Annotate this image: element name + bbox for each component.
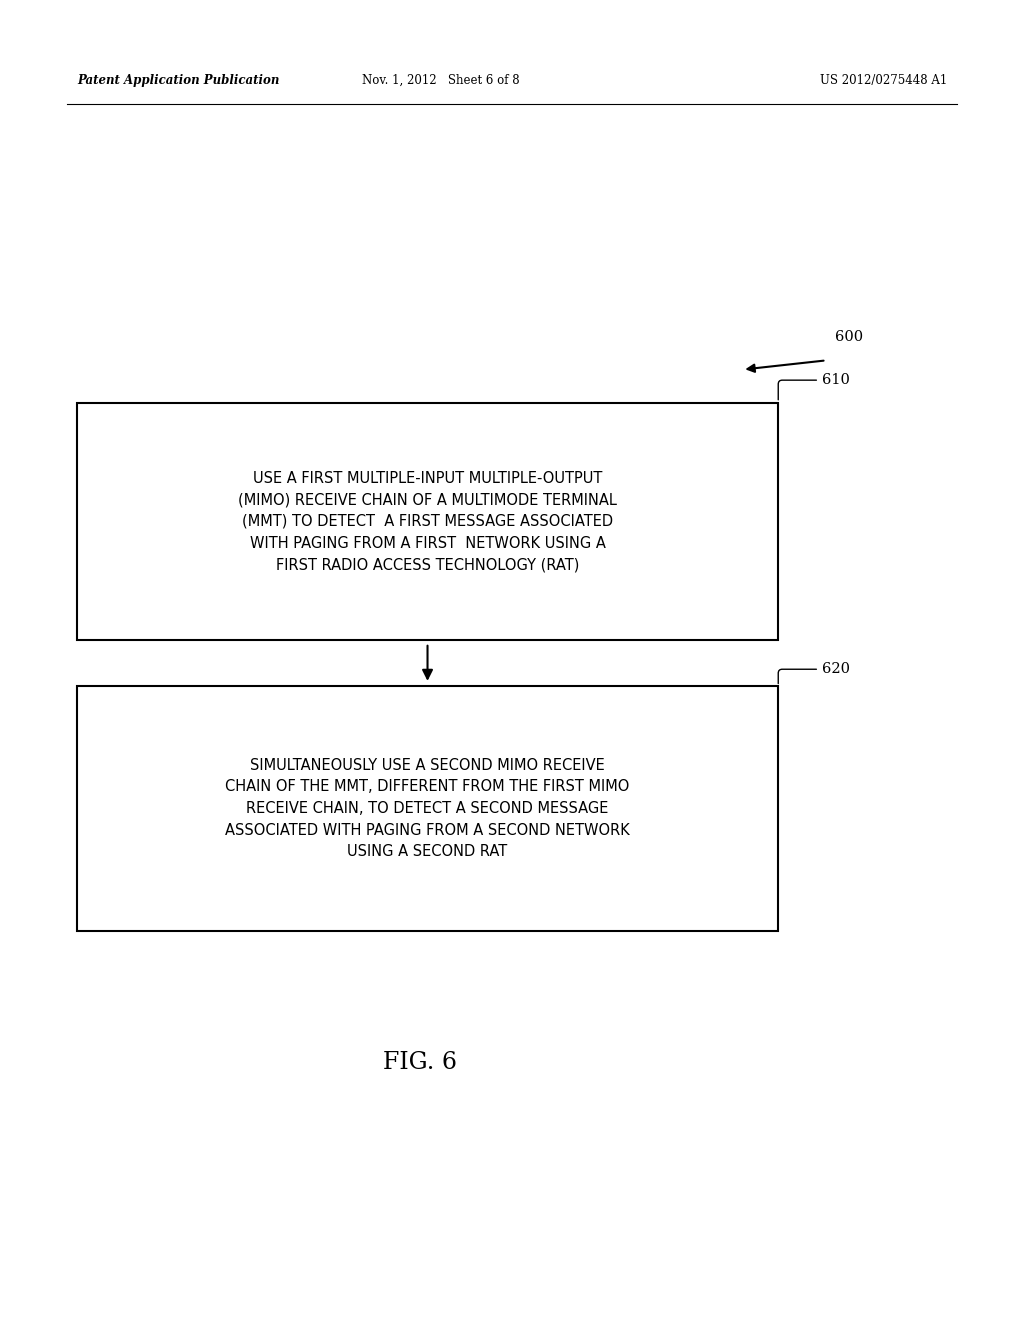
Text: SIMULTANEOUSLY USE A SECOND MIMO RECEIVE
CHAIN OF THE MMT, DIFFERENT FROM THE FI: SIMULTANEOUSLY USE A SECOND MIMO RECEIVE… <box>225 758 630 859</box>
Text: USE A FIRST MULTIPLE-INPUT MULTIPLE-OUTPUT
(MIMO) RECEIVE CHAIN OF A MULTIMODE T: USE A FIRST MULTIPLE-INPUT MULTIPLE-OUTP… <box>239 471 616 572</box>
Text: 600: 600 <box>835 330 862 343</box>
Text: Patent Application Publication: Patent Application Publication <box>77 74 280 87</box>
Text: FIG. 6: FIG. 6 <box>383 1051 457 1074</box>
Text: 610: 610 <box>822 374 850 387</box>
Text: Nov. 1, 2012   Sheet 6 of 8: Nov. 1, 2012 Sheet 6 of 8 <box>361 74 519 87</box>
Bar <box>77 686 778 931</box>
Text: US 2012/0275448 A1: US 2012/0275448 A1 <box>820 74 947 87</box>
Text: 620: 620 <box>822 663 850 676</box>
Bar <box>77 403 778 640</box>
